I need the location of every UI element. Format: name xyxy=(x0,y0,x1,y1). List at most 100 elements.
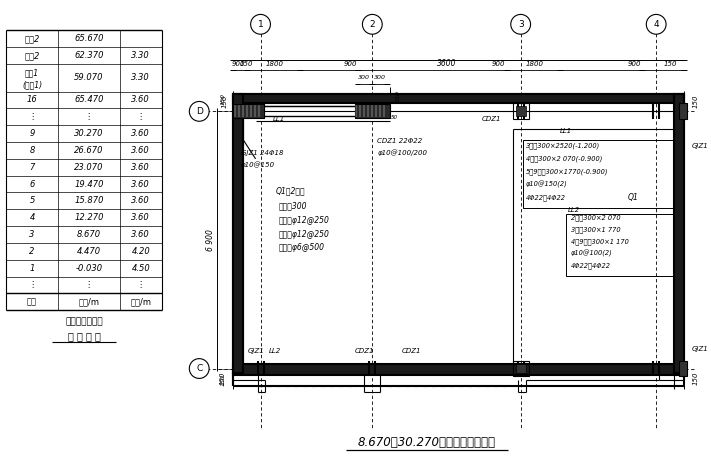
Text: 2: 2 xyxy=(29,247,35,256)
Bar xyxy=(679,361,687,377)
Text: 65.470: 65.470 xyxy=(74,96,104,105)
Bar xyxy=(674,93,684,373)
Text: LL1: LL1 xyxy=(560,128,572,134)
Bar xyxy=(232,363,684,376)
Bar xyxy=(513,104,528,119)
Text: 结构层楼面标高: 结构层楼面标高 xyxy=(65,318,103,326)
Text: 塔兦2: 塔兦2 xyxy=(24,51,40,60)
Text: 1800: 1800 xyxy=(525,61,543,67)
Bar xyxy=(513,361,528,377)
Bar xyxy=(679,104,687,119)
Text: 300: 300 xyxy=(374,75,386,80)
Text: 屋面2: 屋面2 xyxy=(24,34,40,43)
Text: 层号: 层号 xyxy=(27,297,37,306)
Text: 150: 150 xyxy=(240,61,253,67)
Text: φ10@150: φ10@150 xyxy=(241,161,275,168)
Text: 7: 7 xyxy=(29,163,35,172)
Text: 16: 16 xyxy=(27,96,38,105)
Circle shape xyxy=(189,359,209,378)
Text: 拉筋：φ6@500: 拉筋：φ6@500 xyxy=(278,243,324,252)
Text: 3.60: 3.60 xyxy=(132,163,150,172)
Text: 3: 3 xyxy=(518,20,523,29)
Text: CDZ1: CDZ1 xyxy=(355,348,374,354)
Bar xyxy=(232,105,264,118)
Text: LL2: LL2 xyxy=(269,348,281,354)
Text: 8.670: 8.670 xyxy=(77,230,101,239)
Text: 5～9层：300×1770(-0.900): 5～9层：300×1770(-0.900) xyxy=(525,168,608,175)
Text: 6: 6 xyxy=(29,180,35,189)
Text: φ10@100(2): φ10@100(2) xyxy=(571,250,613,257)
Text: 3层：300×2520(-1.200): 3层：300×2520(-1.200) xyxy=(525,143,600,149)
Text: 150: 150 xyxy=(220,371,226,385)
Text: 3.60: 3.60 xyxy=(132,180,150,189)
Text: CDZ1: CDZ1 xyxy=(402,348,422,354)
Text: 3.60: 3.60 xyxy=(132,129,150,138)
Text: D: D xyxy=(196,107,203,116)
Text: 层高/m: 层高/m xyxy=(130,297,151,306)
Text: 屋面1: 屋面1 xyxy=(25,68,39,77)
Text: 150: 150 xyxy=(693,95,699,108)
Text: 3600: 3600 xyxy=(437,60,456,68)
Text: 900: 900 xyxy=(628,61,641,67)
Text: 8: 8 xyxy=(29,146,35,155)
Text: 900: 900 xyxy=(232,61,245,67)
Text: 150: 150 xyxy=(395,90,400,101)
Text: 4～9层：300×1 170: 4～9层：300×1 170 xyxy=(571,239,629,245)
Text: 4Φ22；4Φ22: 4Φ22；4Φ22 xyxy=(571,262,611,269)
Text: 30.270: 30.270 xyxy=(74,129,104,138)
Text: 6 900: 6 900 xyxy=(205,229,215,251)
Text: 结 构 层 高: 结 构 层 高 xyxy=(68,331,100,341)
Text: LL2: LL2 xyxy=(568,207,580,213)
Bar xyxy=(232,93,684,104)
Text: LL1: LL1 xyxy=(272,116,284,122)
Text: 5: 5 xyxy=(29,197,35,205)
Text: 150: 150 xyxy=(220,93,225,106)
Text: ⋮: ⋮ xyxy=(137,280,145,289)
Text: 4.20: 4.20 xyxy=(132,247,150,256)
Text: 65.670: 65.670 xyxy=(74,34,104,43)
Text: 3: 3 xyxy=(29,230,35,239)
Text: 3层：300×1 770: 3层：300×1 770 xyxy=(571,227,621,234)
Text: 4层：300×2 070(-0.900): 4层：300×2 070(-0.900) xyxy=(525,156,602,162)
Text: GJZ1: GJZ1 xyxy=(247,348,264,354)
Text: 26.670: 26.670 xyxy=(74,146,104,155)
Text: GJZ1 24Φ18: GJZ1 24Φ18 xyxy=(241,150,283,156)
Bar xyxy=(523,140,681,208)
Text: 300: 300 xyxy=(358,75,370,80)
Bar xyxy=(566,214,677,276)
Text: Q1（2排）: Q1（2排） xyxy=(275,186,305,195)
Circle shape xyxy=(189,101,209,121)
Text: φ10@100/200: φ10@100/200 xyxy=(378,150,427,156)
Text: 4: 4 xyxy=(29,213,35,222)
Text: 59.070: 59.070 xyxy=(74,73,104,82)
Text: GJZ1: GJZ1 xyxy=(692,143,709,149)
Text: 竖向：φ12@250: 竖向：φ12@250 xyxy=(278,229,329,239)
Circle shape xyxy=(510,15,530,34)
Text: 2: 2 xyxy=(370,20,375,29)
Text: 3.60: 3.60 xyxy=(132,230,150,239)
Text: 3.60: 3.60 xyxy=(132,213,150,222)
Bar xyxy=(232,93,242,373)
Text: 3.60: 3.60 xyxy=(132,197,150,205)
Text: 150: 150 xyxy=(663,61,677,67)
Text: 3.60: 3.60 xyxy=(132,146,150,155)
Text: GJZ1: GJZ1 xyxy=(692,346,709,352)
Text: ⋮: ⋮ xyxy=(85,280,93,289)
Bar xyxy=(355,105,390,118)
Text: 4: 4 xyxy=(653,20,659,29)
Text: 23.070: 23.070 xyxy=(74,163,104,172)
Text: 19.470: 19.470 xyxy=(74,180,104,189)
Text: 15.870: 15.870 xyxy=(74,197,104,205)
Text: -0.030: -0.030 xyxy=(75,264,102,272)
Text: ⋮: ⋮ xyxy=(137,112,145,121)
Text: 3.30: 3.30 xyxy=(132,51,150,60)
Text: ⋮: ⋮ xyxy=(28,280,36,289)
Text: 4.470: 4.470 xyxy=(77,247,101,256)
Text: CDZ1: CDZ1 xyxy=(481,116,501,122)
Text: 水平：φ12@250: 水平：φ12@250 xyxy=(278,216,329,225)
Text: 1: 1 xyxy=(29,264,35,272)
Bar xyxy=(515,106,525,116)
Text: 1800: 1800 xyxy=(265,61,284,67)
Text: 标高/m: 标高/m xyxy=(78,297,100,306)
Text: φ10@150(2): φ10@150(2) xyxy=(525,181,567,188)
